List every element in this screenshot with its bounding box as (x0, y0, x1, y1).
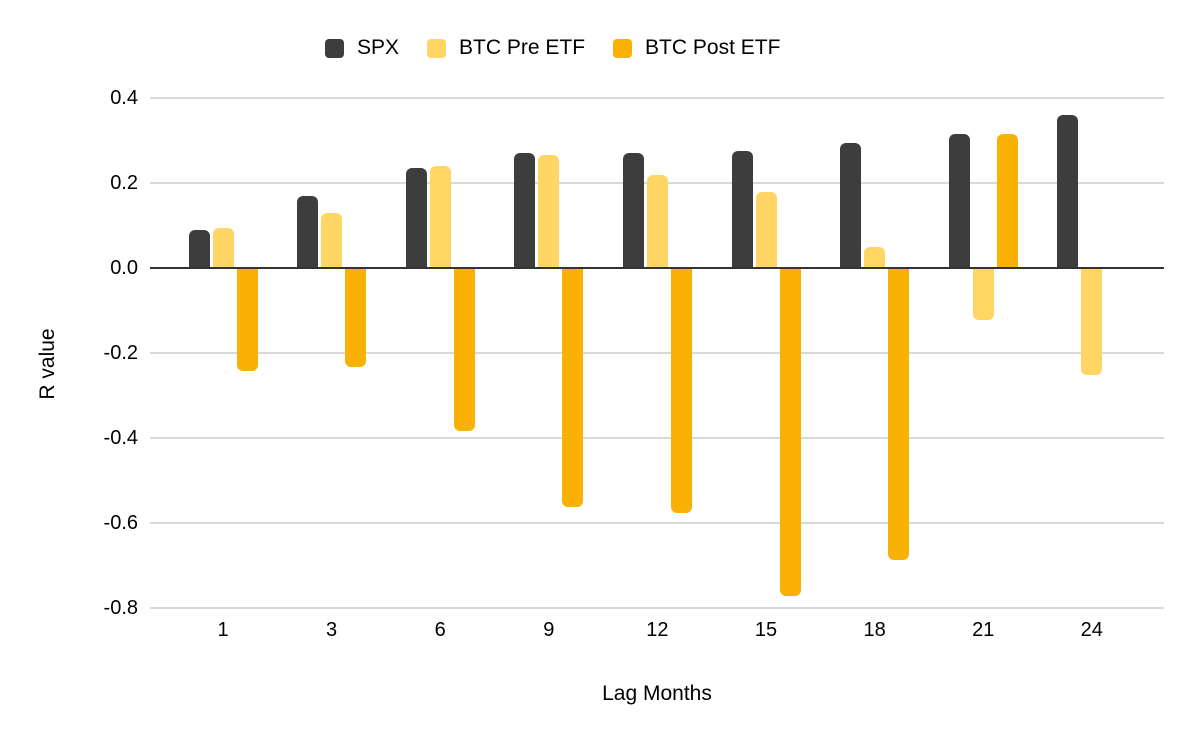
bar-btc-post-etf-lag-3[interactable] (345, 269, 367, 367)
y-tick-label: -0.6 (103, 512, 138, 534)
gridline (150, 97, 1164, 99)
bar-btc-post-etf-lag-15[interactable] (779, 269, 801, 597)
x-tick-label-9: 9 (543, 619, 555, 641)
y-tick-label: -0.2 (103, 342, 138, 364)
legend: SPX BTC Pre ETF BTC Post ETF (325, 36, 780, 60)
gridline (150, 352, 1164, 354)
y-tick-label: -0.4 (103, 427, 138, 449)
bar-btc-pre-etf-lag-12[interactable] (646, 174, 668, 268)
x-tick-label-12: 12 (646, 619, 669, 641)
bar-spx-lag-3[interactable] (297, 195, 319, 268)
bar-btc-pre-etf-lag-24[interactable] (1081, 269, 1103, 376)
bar-btc-post-etf-lag-12[interactable] (670, 269, 692, 514)
x-tick-label-3: 3 (326, 619, 338, 641)
bar-btc-pre-etf-lag-15[interactable] (755, 191, 777, 268)
x-axis-title: Lag Months (602, 682, 712, 705)
legend-label: BTC Pre ETF (459, 36, 586, 59)
legend-swatch-spx (325, 38, 344, 58)
legend-item-spx: SPX (325, 36, 399, 60)
gridline (150, 437, 1164, 439)
bar-spx-lag-15[interactable] (731, 151, 753, 268)
bar-btc-post-etf-lag-6[interactable] (453, 269, 475, 431)
legend-item-btc-pre-etf: BTC Pre ETF (427, 36, 585, 60)
bar-btc-pre-etf-lag-9[interactable] (538, 155, 560, 268)
gridline (150, 607, 1164, 609)
x-tick-label-18: 18 (863, 619, 886, 641)
x-tick-label-1: 1 (217, 619, 229, 641)
legend-item-btc-post-etf: BTC Post ETF (613, 36, 780, 60)
y-tick-label: 0.2 (110, 172, 138, 194)
bar-spx-lag-21[interactable] (948, 134, 970, 268)
x-tick-label-24: 24 (1080, 619, 1103, 641)
y-axis-title: R value (36, 328, 59, 400)
zero-axis-line (150, 267, 1164, 269)
bar-spx-lag-24[interactable] (1057, 115, 1079, 268)
x-tick-label-15: 15 (754, 619, 778, 641)
bar-spx-lag-1[interactable] (188, 229, 210, 268)
bar-btc-post-etf-lag-21[interactable] (996, 134, 1018, 268)
bar-btc-pre-etf-lag-18[interactable] (864, 246, 886, 268)
bar-btc-pre-etf-lag-3[interactable] (321, 212, 343, 268)
bar-btc-post-etf-lag-1[interactable] (236, 269, 258, 371)
legend-label: SPX (357, 36, 400, 59)
bar-btc-post-etf-lag-9[interactable] (562, 269, 584, 507)
bar-btc-post-etf-lag-18[interactable] (888, 269, 910, 561)
bar-btc-pre-etf-lag-6[interactable] (429, 166, 451, 268)
legend-label: BTC Post ETF (645, 36, 781, 59)
bar-spx-lag-6[interactable] (405, 168, 427, 268)
legend-swatch-btc-pre-etf (427, 38, 447, 58)
x-tick-label-6: 6 (434, 619, 446, 641)
legend-swatch-btc-post-etf (613, 38, 633, 58)
bar-spx-lag-18[interactable] (840, 142, 862, 268)
x-tick-label-21: 21 (972, 619, 995, 641)
bar-spx-lag-12[interactable] (622, 153, 644, 268)
gridline (150, 522, 1164, 524)
bar-btc-pre-etf-lag-1[interactable] (212, 227, 234, 268)
y-tick-label: 0.0 (110, 257, 138, 279)
y-tick-label: -0.8 (103, 597, 138, 619)
bar-spx-lag-9[interactable] (514, 153, 536, 268)
bar-btc-pre-etf-lag-21[interactable] (972, 269, 994, 320)
y-tick-label: 0.4 (110, 87, 138, 109)
